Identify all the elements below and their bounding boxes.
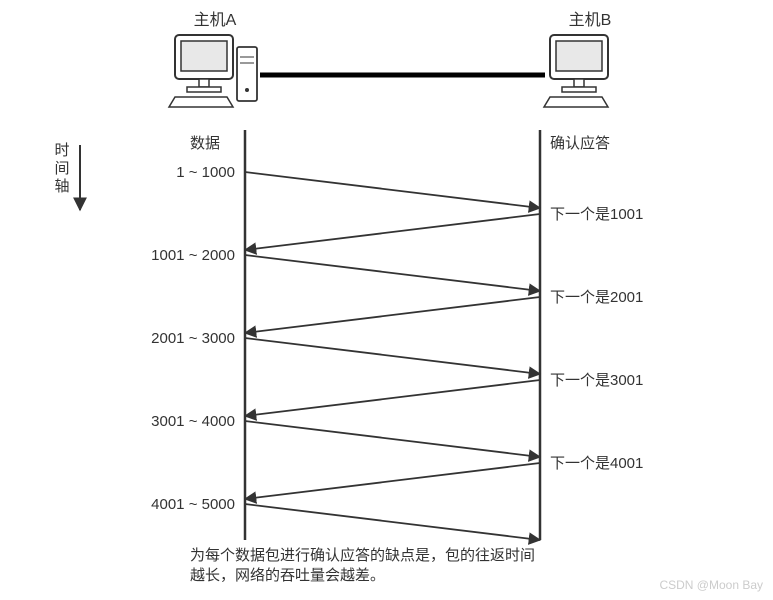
message-arrow [245, 338, 540, 374]
data-label: 3001 ~ 4000 [151, 413, 235, 430]
monitor-screen [556, 41, 602, 71]
message-arrow [245, 214, 540, 250]
time-axis-label: 时 [54, 142, 69, 159]
caption-line: 为每个数据包进行确认应答的缺点是，包的往返时间 [190, 546, 535, 564]
ack-label: 下一个是2001 [550, 289, 643, 306]
message-arrow [245, 421, 540, 457]
monitor-base [562, 87, 596, 92]
ack-header: 确认应答 [550, 134, 610, 152]
host-a-label: 主机A [194, 11, 237, 29]
ack-label: 下一个是4001 [550, 455, 643, 472]
tower-icon [237, 47, 257, 101]
monitor-stand [574, 79, 584, 87]
time-axis-label: 轴 [54, 178, 69, 195]
data-label: 1 ~ 1000 [176, 164, 235, 181]
data-header: 数据 [190, 135, 220, 152]
message-arrow [245, 297, 540, 333]
sequence-diagram: 主机A 主机B 时间轴 数据 确认应答 1 ~ 1000 1001 ~ 2000 2001 ~… [0, 0, 773, 600]
watermark: CSDN @Moon Bay [659, 578, 763, 592]
message-arrow [245, 504, 540, 540]
keyboard-icon [544, 97, 608, 107]
time-axis-label: 间 [54, 160, 69, 177]
message-arrow [245, 463, 540, 499]
data-label: 1001 ~ 2000 [151, 247, 235, 264]
data-label: 4001 ~ 5000 [151, 496, 235, 513]
host-b-label: 主机B [569, 11, 612, 29]
data-label: 2001 ~ 3000 [151, 330, 235, 347]
monitor-screen [181, 41, 227, 71]
monitor-base [187, 87, 221, 92]
monitor-stand [199, 79, 209, 87]
message-arrow [245, 172, 540, 208]
message-arrow [245, 380, 540, 416]
message-arrow [245, 255, 540, 291]
caption-line: 越长，网络的吞吐量会越差。 [190, 567, 385, 584]
ack-label: 下一个是1001 [550, 206, 643, 223]
keyboard-icon [169, 97, 233, 107]
ack-label: 下一个是3001 [550, 372, 643, 389]
